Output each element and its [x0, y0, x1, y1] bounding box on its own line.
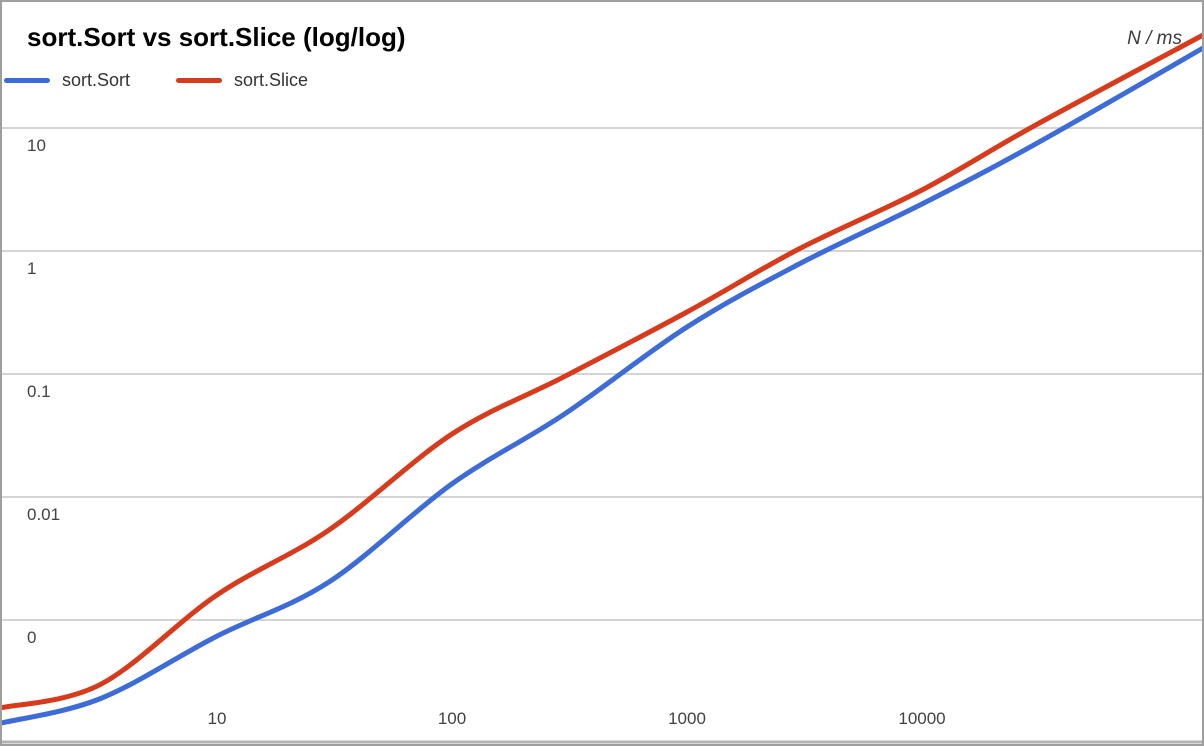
x-tick-label: 10000	[898, 709, 946, 728]
y-tick-label: 0.1	[27, 382, 51, 401]
gridlines	[2, 127, 1202, 621]
legend-swatch-sort-slice	[176, 77, 223, 83]
legend-item-sort-slice: sort.Slice	[176, 70, 308, 91]
series-line-sort-slice	[2, 32, 1202, 711]
x-tick-label: 10	[207, 709, 227, 728]
series-line-sort-sort	[2, 45, 1202, 726]
legend-label-sort-slice: sort.Slice	[234, 69, 309, 90]
y-tick-label: 0	[27, 628, 37, 647]
chart-legend: sort.Sort sort.Slice	[4, 68, 308, 92]
series-lines	[2, 32, 1202, 726]
x-tick-label: 1000	[668, 709, 706, 728]
axis-unit-label: N / ms	[1127, 28, 1182, 49]
y-tick-label: 10	[27, 136, 46, 155]
y-tick-label: 1	[27, 259, 37, 278]
x-tick-label: 100	[437, 709, 467, 728]
legend-item-sort-sort: sort.Sort	[4, 70, 130, 91]
y-tick-label: 0.01	[27, 505, 61, 524]
legend-label-sort-sort: sort.Sort	[62, 69, 131, 90]
chart-title: sort.Sort vs sort.Slice (log/log)	[27, 22, 406, 52]
legend-swatch-sort-sort	[4, 77, 50, 83]
